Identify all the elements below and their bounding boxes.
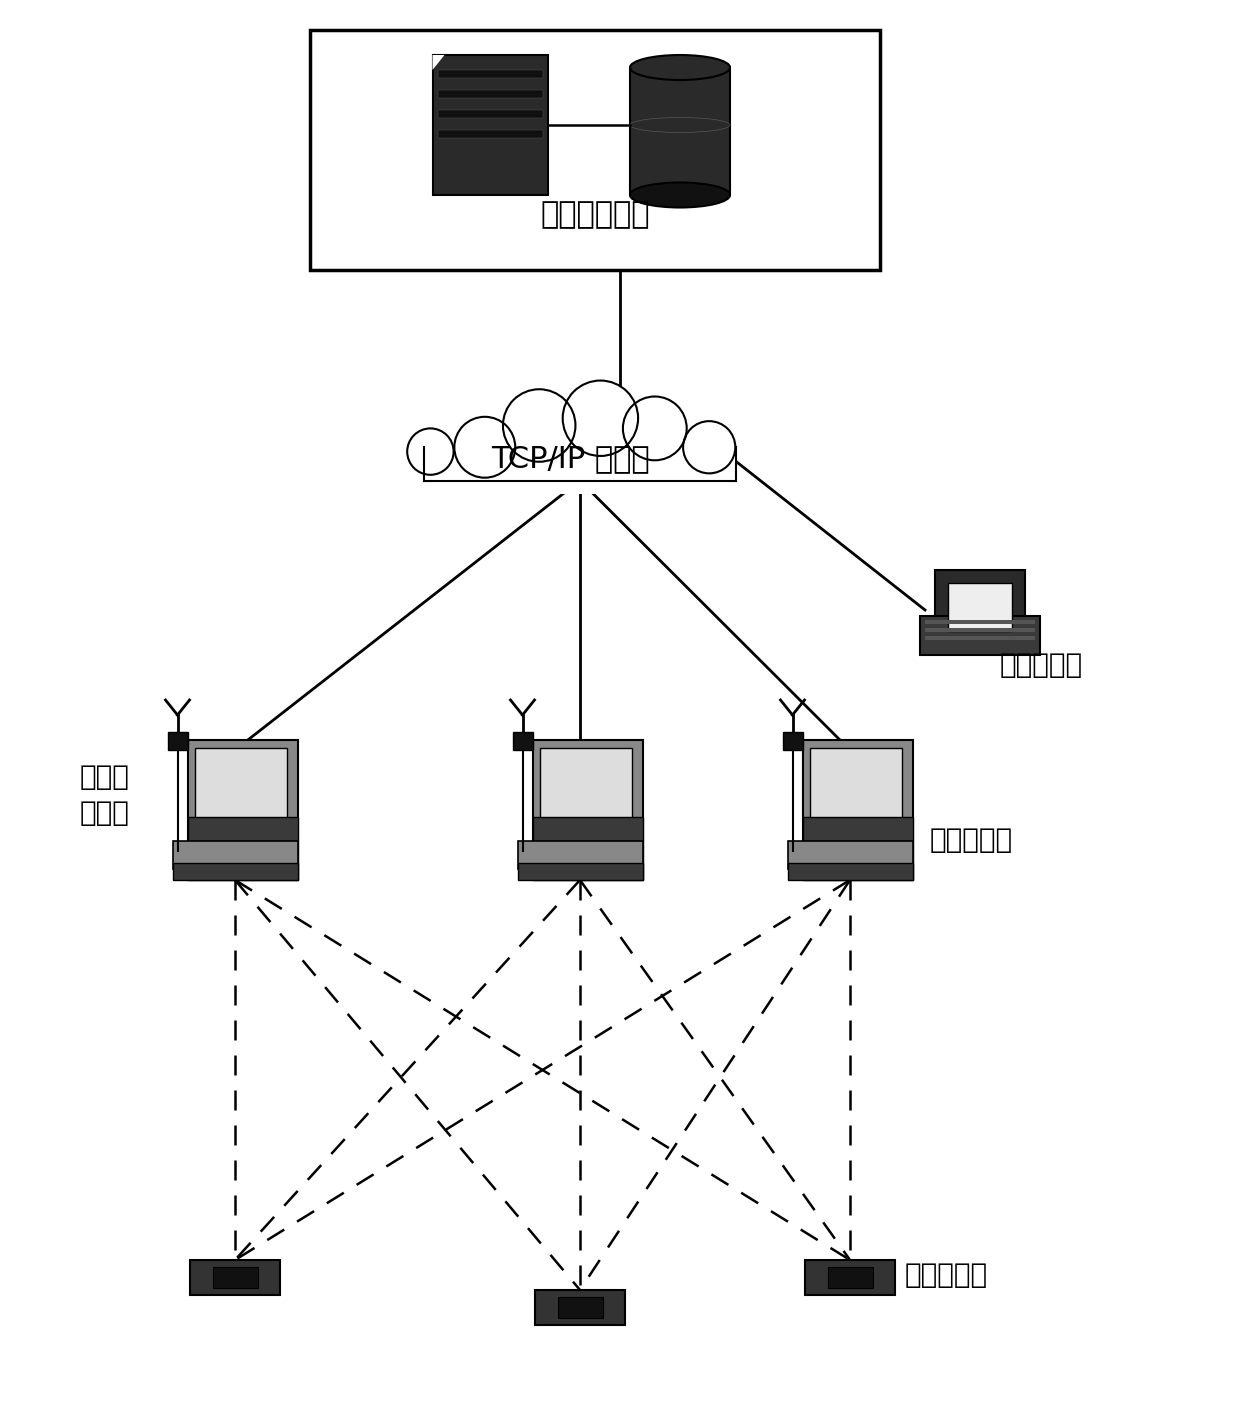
FancyBboxPatch shape	[438, 111, 543, 118]
Ellipse shape	[630, 55, 730, 80]
Text: 无线收
发模块: 无线收 发模块	[81, 762, 130, 828]
FancyBboxPatch shape	[827, 1267, 873, 1288]
Circle shape	[454, 417, 516, 478]
Circle shape	[503, 389, 575, 462]
FancyBboxPatch shape	[187, 740, 298, 880]
FancyBboxPatch shape	[517, 863, 642, 880]
FancyBboxPatch shape	[925, 636, 1035, 640]
Text: 数据采集机: 数据采集机	[930, 827, 1013, 855]
FancyBboxPatch shape	[424, 440, 737, 483]
Text: TCP/IP 网络，: TCP/IP 网络，	[491, 444, 650, 474]
FancyBboxPatch shape	[195, 748, 286, 821]
FancyBboxPatch shape	[805, 1259, 895, 1295]
FancyBboxPatch shape	[558, 1297, 603, 1318]
FancyBboxPatch shape	[310, 29, 880, 270]
FancyBboxPatch shape	[438, 130, 543, 139]
Circle shape	[563, 381, 639, 455]
FancyBboxPatch shape	[187, 817, 298, 880]
Polygon shape	[433, 55, 444, 70]
Circle shape	[622, 396, 687, 461]
FancyBboxPatch shape	[782, 731, 802, 750]
FancyBboxPatch shape	[172, 841, 298, 869]
FancyBboxPatch shape	[532, 817, 642, 880]
FancyBboxPatch shape	[430, 433, 729, 493]
FancyBboxPatch shape	[190, 1259, 280, 1295]
Ellipse shape	[630, 182, 730, 207]
FancyBboxPatch shape	[802, 740, 913, 880]
FancyBboxPatch shape	[212, 1267, 258, 1288]
FancyBboxPatch shape	[438, 70, 543, 78]
FancyBboxPatch shape	[532, 740, 642, 880]
Text: 信息显示机: 信息显示机	[999, 651, 1083, 679]
FancyBboxPatch shape	[539, 748, 631, 821]
Text: 无线读卡器: 无线读卡器	[905, 1261, 988, 1289]
FancyBboxPatch shape	[534, 1290, 625, 1325]
FancyBboxPatch shape	[935, 570, 1025, 642]
FancyBboxPatch shape	[512, 731, 532, 750]
FancyBboxPatch shape	[433, 55, 548, 195]
FancyBboxPatch shape	[810, 748, 901, 821]
Circle shape	[683, 422, 735, 474]
FancyBboxPatch shape	[167, 731, 187, 750]
FancyBboxPatch shape	[920, 616, 1040, 656]
FancyBboxPatch shape	[925, 628, 1035, 632]
Text: 服务器数据库: 服务器数据库	[541, 200, 650, 230]
FancyBboxPatch shape	[947, 583, 1012, 632]
FancyBboxPatch shape	[517, 841, 642, 869]
FancyBboxPatch shape	[787, 863, 913, 880]
FancyBboxPatch shape	[438, 90, 543, 98]
FancyBboxPatch shape	[802, 817, 913, 880]
FancyBboxPatch shape	[787, 841, 913, 869]
FancyBboxPatch shape	[925, 621, 1035, 623]
FancyBboxPatch shape	[630, 67, 730, 195]
Circle shape	[407, 429, 454, 475]
FancyBboxPatch shape	[172, 863, 298, 880]
